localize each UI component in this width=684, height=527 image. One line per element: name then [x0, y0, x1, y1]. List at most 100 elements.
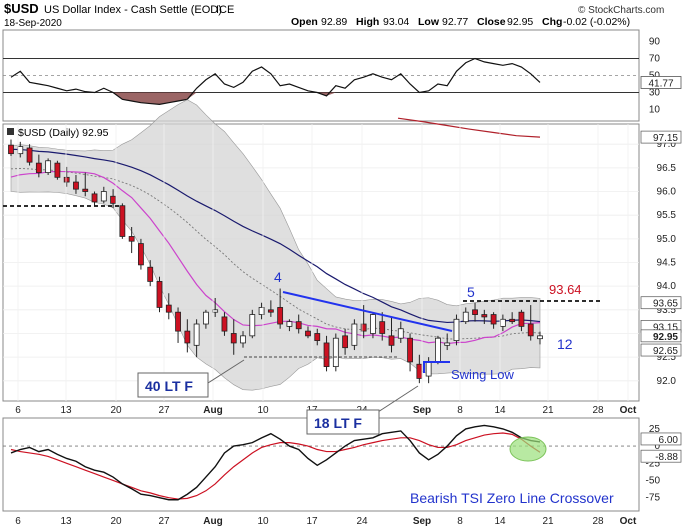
candle-body	[323, 342, 330, 368]
candle-body	[360, 323, 367, 332]
candle-body	[509, 318, 516, 323]
candle-body	[54, 162, 61, 178]
price-tick-label: 94.0	[657, 281, 677, 292]
tsi-badge-bg	[640, 449, 682, 463]
candle-body	[156, 281, 163, 308]
candle-body	[305, 330, 311, 337]
count-12-label: 12	[557, 336, 573, 352]
x-tick-label-bottom: 17	[306, 516, 318, 527]
close-badge-bg	[640, 329, 682, 343]
lt18-pointer	[377, 385, 419, 413]
instrument-name: US Dollar Index - Cash Settle (EOD)	[44, 4, 222, 16]
candle-body	[286, 321, 293, 327]
candle-body	[26, 147, 33, 163]
swing-low-label: Swing Low	[451, 367, 514, 382]
price-legend: $USD (Daily) 92.95	[7, 127, 109, 139]
rsi-tick-label: 50	[649, 71, 661, 82]
x-axis: 66131320202727AugAug101017172424SepSep88…	[15, 124, 637, 527]
tsi-badge-label: 6.00	[659, 435, 679, 446]
price-tick-label: 95.0	[657, 234, 677, 245]
rsi-tick-label: 70	[649, 54, 661, 65]
rsi-tick-label: 90	[649, 37, 661, 48]
candle-body	[221, 316, 228, 332]
tsi-tick-label: 25	[649, 424, 661, 435]
candle-body	[240, 335, 246, 344]
candle-body	[472, 309, 478, 315]
candle-body	[91, 193, 98, 203]
x-tick-label: 13	[60, 405, 72, 416]
candle-body	[453, 318, 460, 341]
swing-low-bracket	[423, 361, 450, 373]
x-tick-label-bottom: 20	[110, 516, 122, 527]
rsi-tick-label: 10	[649, 105, 661, 116]
x-tick-label-bottom: Aug	[203, 516, 222, 527]
candle-body	[8, 144, 14, 155]
candle-body	[277, 307, 284, 325]
tsi-tick-label: 0	[654, 441, 660, 452]
tsi-crossover-marker	[509, 436, 547, 462]
x-tick-label: 27	[158, 405, 170, 416]
candle-body	[17, 146, 24, 155]
candle-body	[100, 191, 107, 202]
price-tick-label: 97.0	[657, 139, 677, 150]
price-layer: 97.096.596.095.595.094.594.093.593.092.5…	[3, 99, 682, 391]
candle-body	[527, 323, 534, 337]
x-tick-label-bottom: 24	[356, 516, 368, 527]
lt18-label: 18 LT F	[314, 415, 362, 431]
candle-body	[342, 335, 349, 349]
tsi-badge-bg	[640, 432, 682, 446]
ohlc-close-label: Close	[477, 16, 506, 28]
candle-body	[165, 304, 172, 313]
rsi-value-label: 41.77	[648, 78, 673, 89]
price-tick-label: 92.0	[657, 376, 677, 387]
brand: © StockCharts.com	[578, 5, 664, 16]
candle-body	[462, 311, 469, 323]
tsi-note: Bearish TSI Zero Line Crossover	[410, 490, 614, 506]
sma-200-line	[397, 117, 541, 138]
ohlc-open-label: Open	[291, 16, 318, 28]
ohlc-close: 92.95	[507, 16, 533, 28]
candle-body	[110, 195, 116, 204]
close-badge: 92.95	[653, 332, 678, 343]
candle-body	[537, 335, 543, 340]
tsi-signal-line	[10, 432, 541, 500]
candle-body	[128, 236, 135, 242]
candle-body	[267, 309, 274, 313]
rsi-oversold-fill	[11, 92, 540, 105]
x-tick-label-bottom: 28	[592, 516, 604, 527]
candle-body	[370, 314, 376, 334]
x-tick-label-bottom: 6	[15, 516, 21, 527]
tsi-layer: 25 0 -25 -50 -75 6.00 -8.88	[3, 424, 682, 504]
candle-body	[518, 311, 525, 327]
x-tick-label: 14	[494, 405, 506, 416]
ohlc-open: 92.89	[321, 16, 347, 28]
x-tick-label: 28	[592, 405, 604, 416]
candle-body	[193, 323, 200, 346]
mid-band-badge: 93.15	[653, 322, 678, 333]
wave-4-label: 4	[274, 269, 282, 285]
tsi-line	[10, 424, 541, 501]
candle-body	[230, 333, 237, 344]
candle-body	[407, 337, 413, 363]
candle-body	[314, 333, 321, 341]
x-tick-label-bottom: 27	[158, 516, 170, 527]
rsi-layer: 90 70 50 30 10 41.77	[3, 37, 682, 116]
candle-body	[249, 314, 256, 337]
x-tick-label: 6	[15, 405, 21, 416]
candle-body	[397, 328, 404, 339]
candle-body	[444, 342, 451, 346]
tsi-tick-label: -75	[646, 493, 661, 504]
wave-4-trendline	[282, 291, 453, 332]
bollinger-band	[10, 99, 541, 391]
lower-band-badge-bg	[640, 343, 682, 357]
target-label: 93.64	[549, 282, 582, 297]
x-tick-label-bottom: 14	[494, 516, 506, 527]
sma-slow-line	[10, 148, 541, 324]
x-tick-label: Oct	[620, 405, 637, 416]
sma-fast-line	[10, 170, 541, 345]
candle-body	[490, 314, 497, 325]
x-tick-label: 8	[457, 405, 463, 416]
candle-body	[147, 266, 154, 282]
ohlc-low: 92.77	[442, 16, 468, 28]
x-tick-label: 21	[542, 405, 554, 416]
